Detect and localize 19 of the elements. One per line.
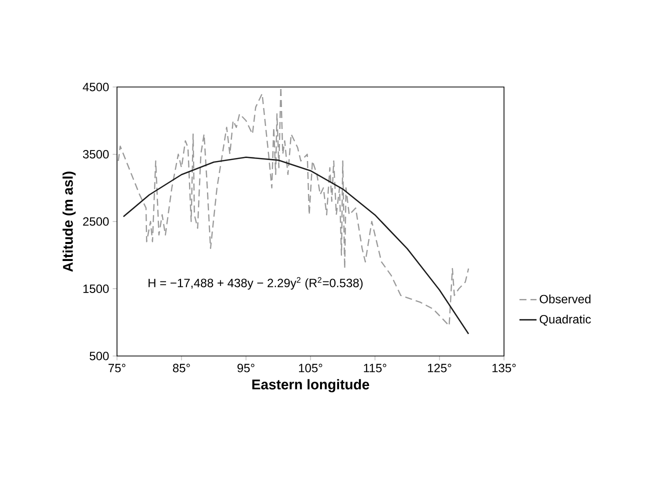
y-axis-title: Altitude (m asl) xyxy=(62,172,76,272)
y-tick-label: 1500 xyxy=(83,284,109,293)
y-tick-label: 2500 xyxy=(83,217,109,226)
x-tick-label: 115° xyxy=(364,364,386,372)
x-tick-label: 95° xyxy=(237,364,254,372)
x-tick-label: 85° xyxy=(172,364,190,372)
annotation: H = −17,488 + 438y − 2.29y$^{2}$ (R$^{2}$=0.538) xyxy=(148,277,363,290)
line-series xyxy=(122,156,470,335)
y-tick-label: 4500 xyxy=(82,82,109,92)
x-tick-label: 135° xyxy=(492,364,516,372)
x-tick-label: 75° xyxy=(108,364,126,372)
x-tick-label: 125° xyxy=(428,364,452,372)
line-series xyxy=(118,87,470,326)
legend-label: Observed xyxy=(540,294,590,304)
y-tick-label: 500 xyxy=(90,352,109,360)
x-axis-title: Eastern longitude xyxy=(252,379,370,392)
legend-label: Quadratic xyxy=(540,314,591,326)
y-tick-label: 3500 xyxy=(82,150,109,158)
x-tick-label: 105° xyxy=(299,364,322,372)
